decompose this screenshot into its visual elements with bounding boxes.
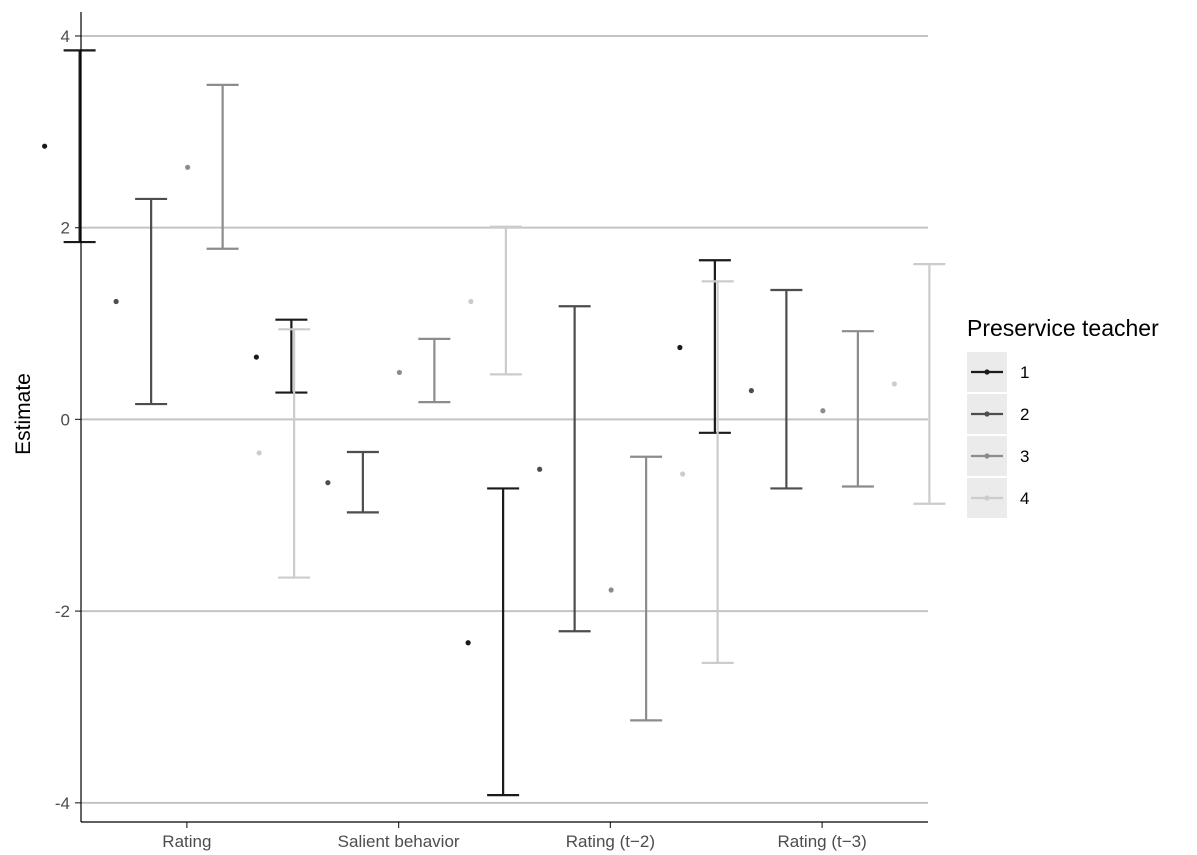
errorbar-series-1 [42,50,96,242]
estimate-point [677,345,682,350]
estimate-point [609,587,614,592]
x-tick-label: Rating (t−2) [566,832,655,851]
estimate-point [114,299,119,304]
legend-label: 2 [1020,405,1029,424]
errorbar-series-3 [609,457,663,721]
y-tick-label: 0 [61,410,70,429]
estimate-point [680,471,685,476]
errorbar-series-2 [114,199,168,404]
legend-label: 4 [1020,489,1029,508]
y-tick-label: -4 [55,794,70,813]
legend-key-point [984,495,989,500]
x-axis-ticks: Rating Salient behavior Rating (t−2) Rating… [162,822,866,851]
x-tick-label: Rating [162,832,211,851]
y-axis-ticks: -4 -2 0 2 4 [55,27,81,813]
errorbar-series-2 [749,290,803,488]
estimate-point [397,370,402,375]
errorbar-series-3 [185,85,239,249]
estimate-point [325,480,330,485]
errorbar-series-4 [680,281,734,663]
errorbar-series-4 [468,227,522,375]
errorbar-series-2 [537,306,591,631]
errorbar-series-1 [677,260,731,433]
gridlines [81,36,928,803]
legend-title: Preservice teacher [967,315,1159,341]
y-tick-label: -2 [55,602,70,621]
errorbar-series-1 [254,320,308,393]
y-tick-label: 4 [61,27,70,46]
errorbar-series-4 [257,329,311,577]
legend-key-point [984,369,989,374]
y-axis-title: Estimate [12,373,35,455]
legend-label: 3 [1020,447,1029,466]
estimate-point [820,408,825,413]
estimate-point [466,640,471,645]
estimate-point [185,165,190,170]
estimate-point [254,354,259,359]
estimate-point [749,388,754,393]
errorbar-series-4 [892,264,946,504]
estimate-point [468,299,473,304]
error-bars [42,50,945,795]
legend-key-point [984,453,989,458]
estimate-point [42,144,47,149]
estimate-point [537,467,542,472]
estimate-point [892,381,897,386]
legend-label: 1 [1020,363,1029,382]
errorbar-series-1 [466,488,520,795]
errorbar-series-3 [397,339,451,402]
errorbar-series-3 [820,331,874,486]
x-tick-label: Rating (t−3) [777,832,866,851]
errorbar-series-2 [325,452,379,512]
legend-key-point [984,411,989,416]
y-tick-label: 2 [61,219,70,238]
legend: Preservice teacher 1 2 3 4 [967,315,1159,518]
estimate-point [257,450,262,455]
x-tick-label: Salient behavior [338,832,460,851]
